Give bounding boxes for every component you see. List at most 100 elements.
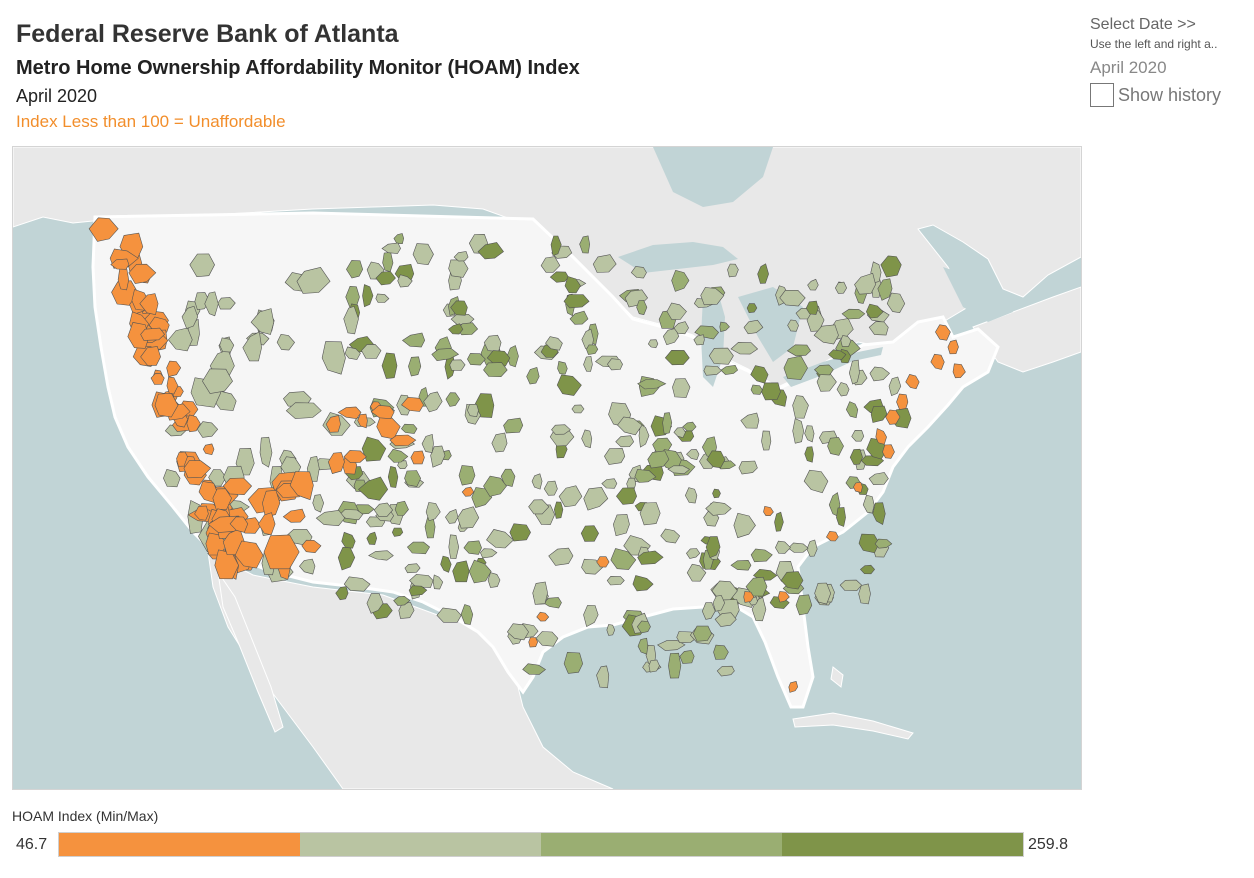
metro-area[interactable] [947,339,959,355]
metro-area[interactable] [583,605,599,628]
metro-area[interactable] [373,502,394,517]
metro-area[interactable] [636,300,648,315]
metro-area[interactable] [458,465,476,486]
show-history-checkbox[interactable] [1090,83,1114,107]
metro-area[interactable] [583,486,609,511]
metro-area[interactable] [606,575,625,586]
metro-area[interactable] [845,401,859,419]
metro-area[interactable] [780,571,804,590]
metro-area[interactable] [362,284,374,308]
metro-area[interactable] [634,469,657,483]
metro-area[interactable] [763,505,774,516]
metro-area[interactable] [692,625,712,642]
metro-area[interactable] [686,563,707,582]
metro-area[interactable] [448,323,464,335]
metro-area[interactable] [545,336,563,351]
map-view[interactable] [12,146,1082,790]
metro-area[interactable] [344,346,361,360]
metro-area[interactable] [361,344,382,359]
metro-area[interactable] [854,272,876,295]
metro-area[interactable] [673,427,686,439]
metro-area[interactable] [467,404,479,418]
metro-area[interactable] [888,376,902,397]
metro-area[interactable] [775,540,791,554]
metro-area[interactable] [282,508,306,523]
metro-area[interactable] [222,477,253,496]
metro-area[interactable] [557,361,568,375]
metro-area[interactable] [312,494,325,513]
metro-area[interactable] [448,534,460,559]
metro-area[interactable] [870,405,888,423]
metro-area[interactable] [607,358,623,371]
metro-area[interactable] [398,601,415,619]
metro-area[interactable] [580,525,599,542]
metro-area[interactable] [558,485,583,508]
metro-area[interactable] [859,564,875,575]
metro-area[interactable] [827,437,844,456]
metro-area[interactable] [436,607,462,623]
date-selector[interactable]: April 2020 [1090,58,1167,77]
metro-area[interactable] [357,413,368,429]
metro-area[interactable] [128,263,157,284]
metro-area[interactable] [672,378,691,398]
metro-area[interactable] [440,555,452,573]
metro-area[interactable] [346,260,364,279]
metro-area[interactable] [208,469,227,487]
metro-area[interactable] [563,294,590,309]
metro-area[interactable] [792,418,805,444]
metro-area[interactable] [551,424,571,435]
metro-area[interactable] [673,321,689,335]
metro-area[interactable] [409,574,434,588]
metro-area[interactable] [639,502,661,526]
metro-area[interactable] [849,448,863,465]
metro-area[interactable] [886,292,906,314]
metro-area[interactable] [632,575,654,592]
metro-area[interactable] [430,445,446,468]
metro-area[interactable] [276,333,295,351]
metro-area[interactable] [636,620,651,634]
metro-area[interactable] [708,347,734,365]
metro-area[interactable] [877,278,893,301]
metro-area[interactable] [194,505,209,521]
metro-area[interactable] [397,274,413,288]
metro-area[interactable] [868,472,889,486]
metro-area[interactable] [668,652,682,679]
metro-area[interactable] [807,278,819,291]
metro-area[interactable] [682,421,697,432]
metro-area[interactable] [431,348,460,362]
metro-area[interactable] [401,423,418,434]
metro-area[interactable] [556,374,582,396]
metro-area[interactable] [841,308,866,320]
metro-area[interactable] [404,470,422,487]
metro-area[interactable] [445,392,461,407]
metro-area[interactable] [952,363,966,379]
metro-area[interactable] [686,449,700,460]
metro-area[interactable] [761,430,772,451]
metro-area[interactable] [412,243,434,266]
metro-area[interactable] [757,263,769,284]
metro-area[interactable] [522,663,547,675]
metro-area[interactable] [571,404,585,414]
metro-area[interactable] [803,469,829,494]
metro-area[interactable] [814,364,834,376]
metro-area[interactable] [410,450,425,465]
metro-area[interactable] [813,324,839,345]
metro-area[interactable] [181,305,199,329]
metro-area[interactable] [858,533,880,554]
metro-area[interactable] [110,258,130,270]
metro-area[interactable] [905,374,920,390]
metro-area[interactable] [612,514,630,537]
metro-area[interactable] [840,335,852,347]
metro-area[interactable] [667,465,691,475]
metro-area[interactable] [301,539,322,554]
metro-area[interactable] [139,293,159,316]
metro-area[interactable] [563,651,584,674]
metro-area[interactable] [526,367,540,385]
metro-area[interactable] [700,287,725,306]
metro-area[interactable] [258,512,276,536]
metro-area[interactable] [788,681,799,693]
metro-area[interactable] [387,448,409,463]
metro-area[interactable] [714,612,737,627]
metro-area[interactable] [117,267,130,291]
metro-area[interactable] [543,480,558,496]
